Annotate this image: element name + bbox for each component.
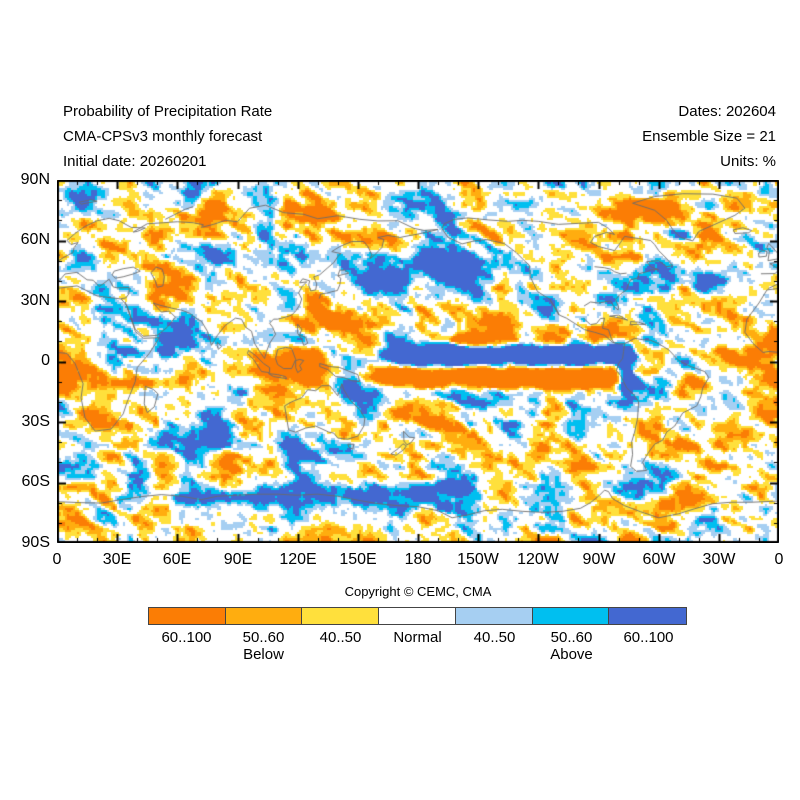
world-map-canvas	[57, 180, 779, 543]
legend-label-1: 60..100	[161, 629, 212, 646]
lat-label-60N: 60N	[20, 231, 50, 248]
legend-swatch-below-40-50	[302, 608, 380, 624]
legend-swatch-normal	[379, 608, 456, 624]
copyright-text: Copyright © CEMC, CMA	[344, 584, 492, 599]
legend-label-4: Normal	[393, 629, 442, 646]
chart-title: Probability of Precipitation Rate	[63, 103, 273, 120]
legend-label-7: 60..100	[623, 629, 674, 646]
lon-label-90W: 90W	[582, 551, 616, 568]
legend-colorbar	[148, 607, 687, 625]
lon-label-120E: 120E	[279, 551, 317, 568]
lon-label-30W: 30W	[702, 551, 736, 568]
lon-label-180: 180	[404, 551, 432, 568]
chart-subtitle: CMA-CPSv3 monthly forecast	[63, 128, 263, 145]
legend-swatch-below-60-100	[149, 608, 226, 624]
lat-label-60S: 60S	[21, 473, 50, 490]
lon-label-90E: 90E	[223, 551, 253, 568]
lat-label-30N: 30N	[20, 292, 50, 309]
lon-label-0-right: 0	[774, 551, 784, 568]
legend-label-3: 40..50	[319, 629, 362, 646]
lon-label-60E: 60E	[162, 551, 192, 568]
ensemble-size-label: Ensemble Size = 21	[642, 128, 776, 145]
lat-label-30S: 30S	[21, 413, 50, 430]
lon-label-150W: 150W	[457, 551, 499, 568]
legend-swatch-above-40-50	[455, 608, 533, 624]
lon-label-120W: 120W	[517, 551, 559, 568]
dates-label: Dates: 202604	[678, 103, 776, 120]
lon-label-0-left: 0	[52, 551, 62, 568]
legend-swatch-above-60-100	[609, 608, 687, 624]
legend-below-label: Below	[243, 646, 284, 663]
units-label: Units: %	[720, 153, 776, 170]
initial-date-label: Initial date: 20260201	[63, 153, 207, 170]
lat-label-90N: 90N	[20, 171, 50, 188]
lat-label-90S: 90S	[21, 534, 50, 551]
legend-swatch-below-50-60	[225, 608, 303, 624]
lon-label-60W: 60W	[642, 551, 676, 568]
legend-above-label: Above	[550, 646, 593, 663]
legend-swatch-above-50-60	[532, 608, 610, 624]
legend-label-5: 40..50	[473, 629, 516, 646]
lat-label-0: 0	[41, 352, 50, 369]
legend-label-6: 50..60	[550, 629, 593, 646]
legend-label-2: 50..60	[242, 629, 285, 646]
lon-label-30E: 30E	[102, 551, 132, 568]
lon-label-150E: 150E	[339, 551, 377, 568]
